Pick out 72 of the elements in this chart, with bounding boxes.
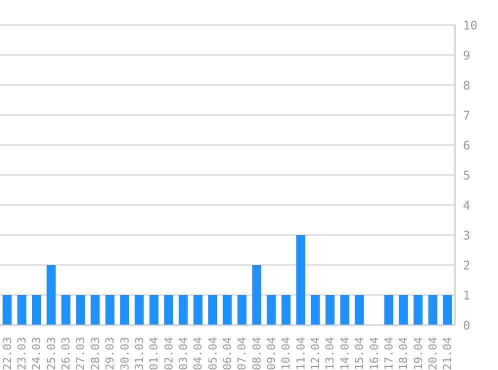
bar	[193, 295, 202, 325]
x-tick-label: 25.03	[44, 337, 58, 370]
x-tick-label: 05.04	[206, 336, 220, 370]
bar	[17, 295, 26, 325]
y-tick-label: 3	[463, 228, 470, 242]
bar	[164, 295, 174, 325]
x-tick-label: 17.04	[382, 336, 396, 370]
x-tick-label: 31.03	[132, 337, 146, 370]
bar	[61, 295, 70, 325]
bar	[134, 295, 144, 325]
x-tick-label: 11.04	[294, 336, 308, 370]
bar	[237, 295, 246, 325]
bar	[398, 295, 408, 325]
bar	[76, 295, 86, 325]
y-tick-label: 5	[463, 168, 470, 182]
x-tick-label: 07.04	[236, 336, 249, 370]
x-tick-label: 08.04	[250, 336, 264, 370]
x-tick-label: 29.03	[104, 337, 117, 370]
bar	[384, 295, 394, 325]
x-tick-label: 28.03	[88, 337, 102, 370]
bar	[105, 295, 114, 325]
x-tick-label: 18.04	[397, 336, 410, 370]
x-tick-label: 27.03	[74, 337, 88, 370]
bar	[32, 295, 41, 325]
x-tick-label: 10.04	[280, 336, 293, 370]
bar	[414, 295, 423, 325]
x-tick-label: 16.04	[368, 336, 381, 370]
bar	[442, 295, 452, 325]
x-tick-label: 02.04	[162, 336, 176, 370]
bar	[46, 265, 56, 325]
x-tick-label: 15.04	[353, 336, 366, 370]
x-tick-label: 04.04	[192, 336, 205, 370]
x-tick-label: 26.03	[60, 337, 73, 370]
x-tick-label: 09.04	[265, 336, 278, 370]
bar	[296, 235, 306, 325]
bar	[90, 295, 100, 325]
x-tick-label: 22.03	[0, 337, 14, 370]
y-tick-label: 10	[463, 18, 478, 32]
x-tick-label: 20.04	[426, 336, 440, 370]
x-tick-label: 06.04	[221, 336, 234, 370]
y-tick-label: 4	[463, 198, 470, 212]
x-tick-label: 24.03	[30, 337, 44, 370]
x-tick-label: 30.03	[118, 337, 132, 370]
x-tick-label: 01.04	[148, 336, 161, 370]
bar	[354, 295, 364, 325]
y-tick-label: 8	[463, 78, 470, 92]
y-tick-label: 6	[463, 138, 470, 152]
bar	[252, 265, 262, 325]
x-tick-label: 03.04	[176, 336, 190, 370]
x-tick-label: 19.04	[412, 336, 425, 370]
y-tick-label: 7	[463, 108, 470, 122]
x-tick-label: 23.03	[16, 337, 29, 370]
bar	[340, 295, 350, 325]
bar	[120, 295, 130, 325]
bar	[266, 295, 276, 325]
y-tick-label: 1	[463, 288, 470, 302]
y-tick-label: 0	[463, 318, 470, 332]
bar	[149, 295, 158, 325]
bar	[326, 295, 335, 325]
bar	[310, 295, 320, 325]
y-tick-label: 2	[463, 258, 470, 272]
bar	[222, 295, 232, 325]
bar	[2, 295, 12, 325]
x-tick-label: 13.04	[324, 336, 337, 370]
bar	[282, 295, 291, 325]
x-tick-label: 21.04	[441, 336, 454, 370]
y-tick-label: 9	[463, 48, 470, 62]
bar	[428, 295, 438, 325]
bar	[208, 295, 218, 325]
bar	[178, 295, 188, 325]
x-tick-label: 14.04	[338, 336, 352, 370]
x-tick-label: 12.04	[309, 336, 322, 370]
